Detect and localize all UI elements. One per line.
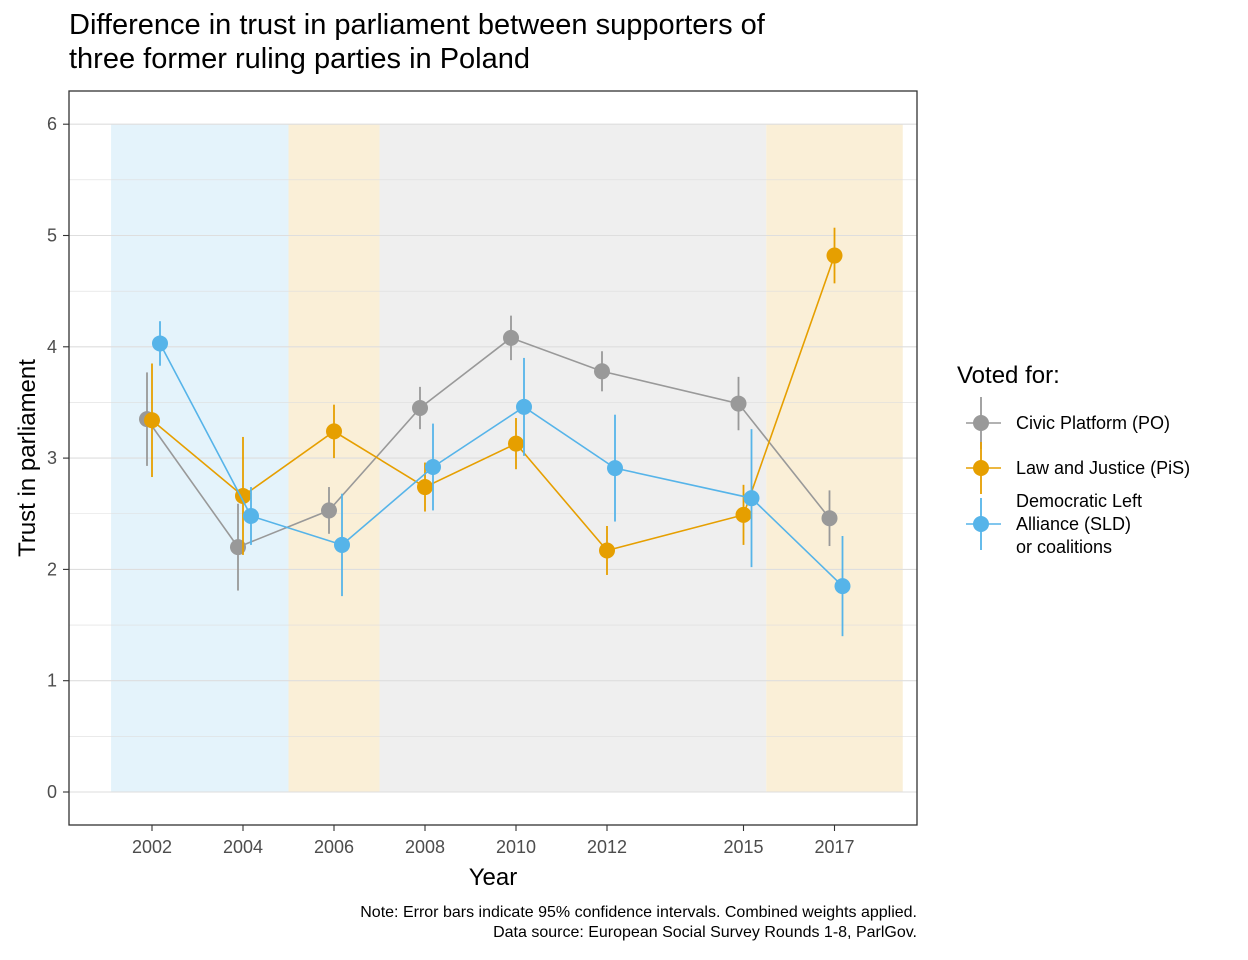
chart-title: Difference in trust in parliament betwee… (69, 8, 929, 76)
data-point (607, 460, 623, 477)
x-tick-label: 2002 (132, 837, 172, 857)
x-tick-label: 2004 (223, 837, 263, 857)
x-tick-label: 2015 (723, 837, 763, 857)
data-point (412, 400, 428, 417)
series-line-pis (151, 255, 836, 552)
data-point (334, 536, 350, 553)
legend: Voted for: Civic Platform (PO) Law and Ju… (957, 362, 1190, 557)
data-point (152, 335, 168, 352)
data-point (243, 507, 259, 524)
x-tick-label: 2008 (405, 837, 445, 857)
data-point (321, 502, 337, 519)
y-tick-label: 5 (47, 226, 57, 246)
legend-label: Democratic Left (1016, 491, 1142, 511)
legend-item-po: Civic Platform (PO) (966, 397, 1170, 449)
data-point (144, 412, 160, 429)
y-tick-label: 1 (47, 671, 57, 691)
x-axis-title: Year (469, 864, 518, 891)
y-tick-label: 6 (47, 114, 57, 134)
series-line-po (146, 336, 831, 549)
legend-key-point (973, 516, 989, 532)
gridlines (69, 123, 917, 793)
series-pis (144, 227, 843, 575)
data-point (230, 539, 246, 556)
chart-title-line-2: three former ruling parties in Poland (69, 43, 531, 75)
y-axis: 0 1 2 3 4 5 6 (47, 114, 69, 802)
x-tick-label: 2017 (814, 837, 854, 857)
legend-key-point (973, 460, 989, 476)
y-tick-label: 0 (47, 782, 57, 802)
caption-note: Note: Error bars indicate 95% confidence… (360, 904, 917, 921)
legend-title: Voted for: (957, 362, 1060, 389)
data-point (508, 435, 524, 452)
y-tick-label: 3 (47, 448, 57, 468)
y-tick-label: 2 (47, 559, 57, 579)
y-tick-label: 4 (47, 337, 57, 357)
data-point (326, 423, 342, 440)
y-axis-title: Trust in parliament (14, 359, 41, 557)
data-point (599, 542, 615, 559)
legend-item-pis: Law and Justice (PiS) (966, 442, 1190, 494)
data-point (594, 363, 610, 380)
data-point (503, 329, 519, 346)
chart-title-line-1: Difference in trust in parliament betwee… (69, 9, 765, 41)
legend-label: Law and Justice (PiS) (1016, 458, 1190, 478)
legend-item-sld: Democratic Left Alliance (SLD) or coalitio… (966, 491, 1142, 557)
data-point (743, 490, 760, 507)
x-tick-label: 2012 (587, 837, 627, 857)
data-point (735, 506, 752, 523)
series-sld (152, 321, 851, 637)
legend-key-point (973, 415, 989, 431)
data-point (834, 578, 851, 595)
data-point (516, 398, 532, 415)
data-point (730, 395, 747, 412)
x-tick-label: 2006 (314, 837, 354, 857)
x-axis: 2002 2004 2006 2008 2010 2012 2015 2017 (132, 825, 855, 857)
legend-label: Civic Platform (PO) (1016, 413, 1170, 433)
series-line-sld (159, 343, 844, 587)
data-point (425, 459, 441, 476)
data-point (417, 479, 433, 496)
data-point (821, 510, 838, 527)
legend-label: Alliance (SLD) (1016, 514, 1131, 534)
caption-source: Data source: European Social Survey Roun… (493, 924, 917, 941)
legend-label: or coalitions (1016, 537, 1112, 557)
caption: Note: Error bars indicate 95% confidence… (360, 903, 917, 943)
series-layer (139, 227, 851, 637)
x-tick-label: 2010 (496, 837, 536, 857)
data-point (826, 247, 843, 264)
